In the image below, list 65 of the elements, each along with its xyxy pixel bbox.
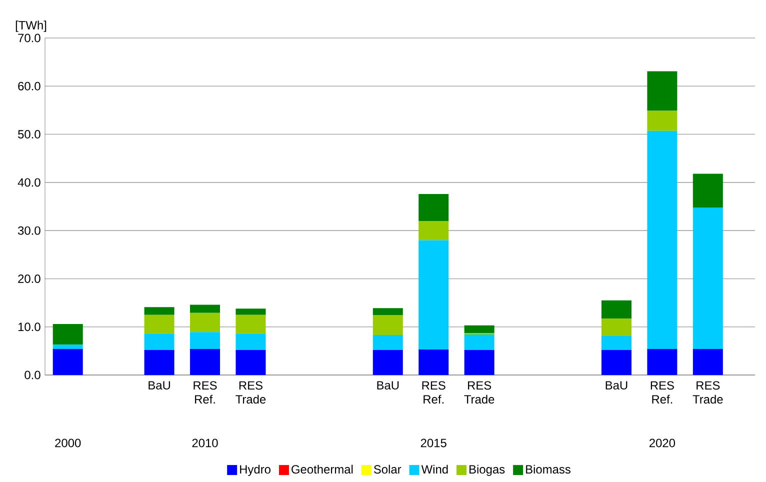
bar	[601, 318, 632, 336]
legend-label: Solar	[374, 464, 402, 474]
x-tick-label: BaU	[148, 381, 170, 390]
bar	[236, 334, 266, 350]
bar	[190, 312, 220, 332]
x-tick-label: RES Ref.	[650, 381, 674, 404]
legend-label: Hydro	[240, 464, 270, 476]
bar	[464, 350, 494, 375]
bar	[144, 350, 174, 375]
legend-label: Geothermal	[292, 464, 353, 474]
x-tick-label: RES Trade	[464, 381, 494, 404]
bar	[372, 315, 403, 336]
text: 2020	[649, 438, 676, 448]
bar	[692, 174, 723, 208]
legend-label: Biomass	[526, 464, 570, 474]
bar	[647, 71, 678, 111]
y-axis-title: [TWh]	[16, 20, 46, 32]
bar	[418, 349, 449, 375]
x-tick-label: BaU	[606, 381, 628, 390]
bar	[418, 194, 449, 221]
bar	[601, 300, 632, 319]
bar	[418, 220, 449, 240]
bar	[464, 334, 494, 350]
bar	[692, 349, 723, 375]
text: 2000	[55, 438, 81, 448]
y-tick-label: 0.0	[24, 370, 40, 380]
text: 2015	[420, 438, 446, 448]
text: 2010	[192, 438, 218, 448]
bar	[236, 314, 266, 334]
bar	[372, 335, 403, 350]
bar	[418, 240, 449, 350]
y-tick-label: 20.0	[18, 274, 40, 283]
bar	[647, 349, 678, 375]
bar	[52, 349, 83, 375]
x-tick-label: RES Ref.	[422, 381, 446, 404]
bar	[144, 314, 174, 334]
bar	[601, 350, 632, 375]
y-tick-label: 40.0	[18, 178, 40, 187]
y-tick-label: 70.0	[18, 34, 40, 42]
bar	[52, 324, 83, 345]
bar	[647, 130, 678, 350]
x-tick-label: BaU	[377, 381, 399, 390]
legend-label: Biogas	[470, 464, 505, 476]
bar	[190, 304, 220, 313]
y-tick-label: 50.0	[18, 130, 40, 139]
bar	[52, 344, 83, 350]
bar	[372, 350, 403, 375]
y-tick-label: 30.0	[18, 226, 40, 235]
bar	[144, 307, 174, 315]
x-tick-label: RES Ref.	[194, 381, 217, 404]
bar	[236, 308, 266, 315]
bar	[144, 334, 174, 350]
bar	[190, 349, 220, 375]
y-tick-label: 60.0	[18, 82, 40, 90]
y-tick-label: 10.0	[18, 322, 40, 332]
x-tick-label: RES Trade	[236, 381, 266, 404]
bar	[236, 350, 266, 375]
bar	[601, 336, 632, 350]
bar	[692, 207, 723, 350]
bar	[190, 332, 220, 350]
bar	[647, 110, 678, 131]
bar	[372, 308, 403, 316]
legend-label: Wind	[421, 464, 448, 474]
bar	[464, 325, 494, 334]
x-tick-label: RES Trade	[692, 381, 723, 404]
